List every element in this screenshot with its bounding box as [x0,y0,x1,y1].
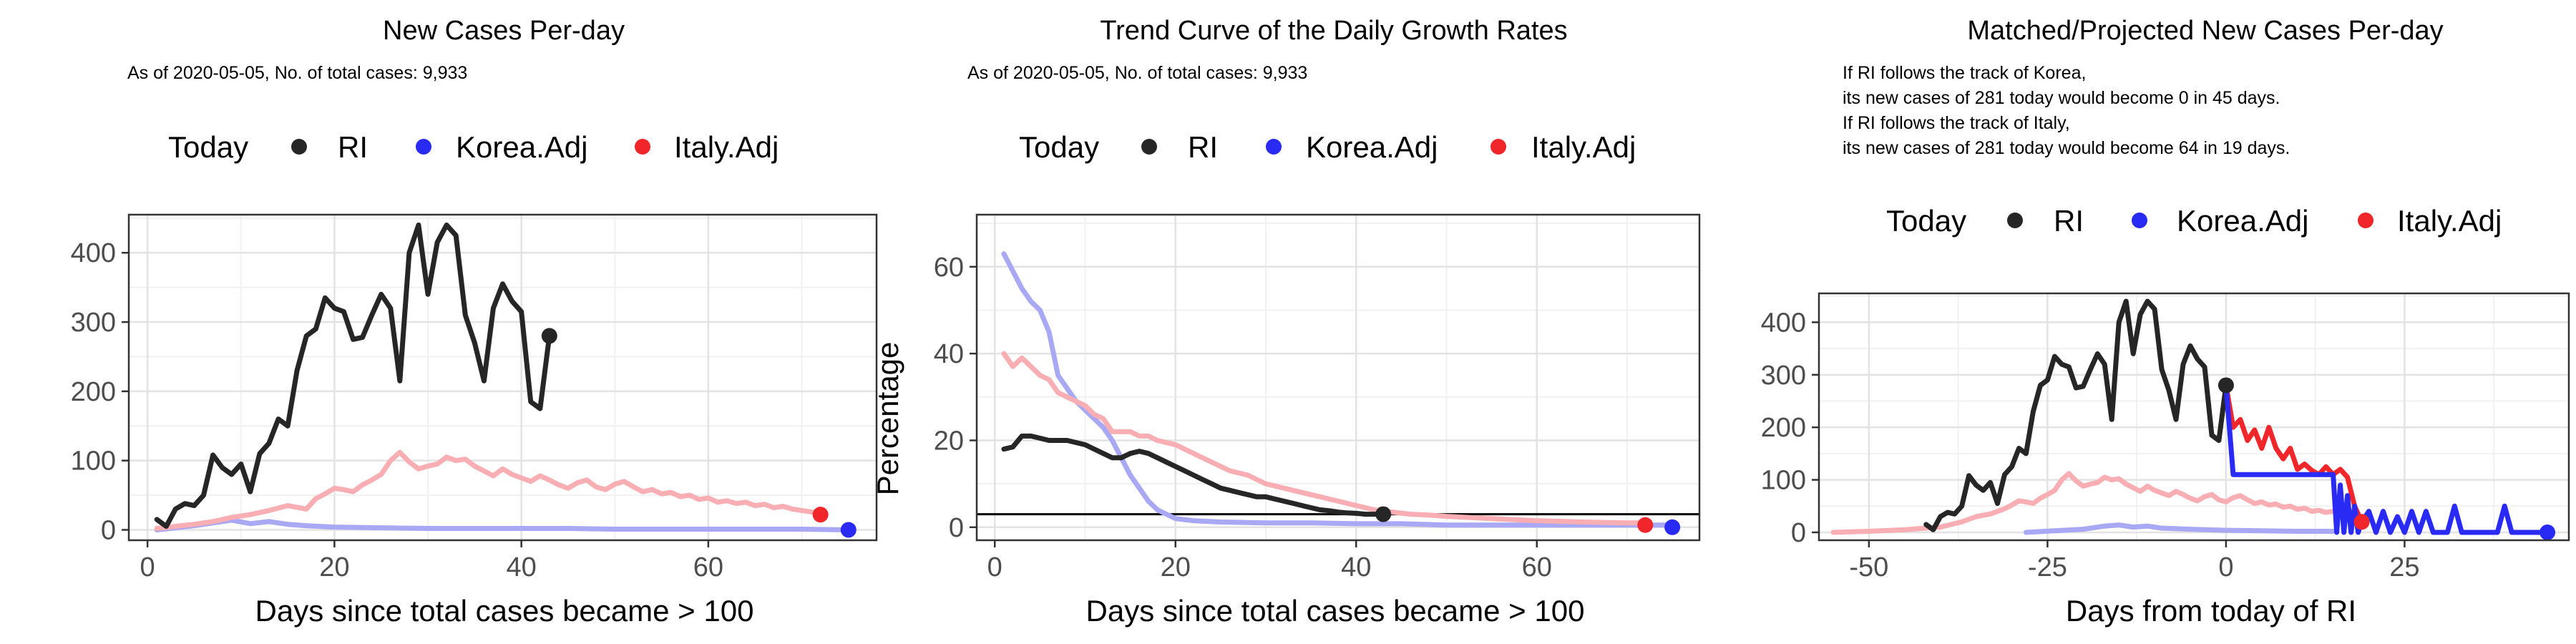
y-tick-label: 0 [949,513,964,543]
x-tick-label: -25 [2028,552,2067,582]
today-marker-korea [840,522,857,538]
series-line-korea-adj [1001,251,1675,528]
legend-label-ri: RI [2054,204,2084,238]
x-tick-label: 25 [2389,552,2419,582]
legend-label-korea: Korea.Adj [1306,130,1438,164]
legend-label-ri: RI [1188,130,1218,164]
panel-border [1818,292,2570,542]
chart-title: Matched/Projected New Cases Per-day [1967,16,2443,46]
chart-legend: Today RI Korea.Adj Italy.Adj [1019,130,1636,164]
legend-swatch-korea [2132,213,2147,228]
series-line-korea-adj-matched [2023,522,2336,535]
chart-title: New Cases Per-day [383,16,625,46]
series-line-korea-adj-projected [2223,383,2550,535]
legend-swatch-ri [2007,213,2023,228]
legend-label-italy: Italy.Adj [2397,204,2502,238]
chart-subtitle-line-1: As of 2020-05-05, No. of total cases: 9,… [967,63,1307,83]
y-tick-label: 300 [1761,361,1806,391]
x-tick-label: 0 [987,552,1002,582]
legend-swatch-ri [291,139,307,155]
legend-swatch-korea [416,139,431,155]
chart-subtitle-line-4: its new cases of 281 today would become … [1843,138,2290,158]
x-tick-label: 60 [693,552,723,582]
series-line-korea-adj [154,517,852,532]
legend-title: Today [168,130,248,164]
projected-cases-chart: Matched/Projected New Cases Per-day If R… [1761,16,2570,628]
series-line-italy-adj [1001,351,1648,526]
y-tick-label: 300 [71,308,116,338]
chart-subtitle-line-3: If RI follows the track of Italy, [1843,113,2070,133]
x-tick-label: 60 [1522,552,1552,582]
legend-title: Today [1019,130,1099,164]
series-layer [977,251,1699,528]
y-tick-label: 0 [1791,518,1806,548]
legend-swatch-ri [1141,139,1157,155]
y-tick-label: 200 [71,377,116,407]
chart-subtitle-line-1: If RI follows the track of Korea, [1843,63,2086,83]
series-line-ri [1923,298,2229,532]
legend-swatch-italy [1491,139,1506,155]
today-marker-korea [1664,519,1681,535]
new-cases-chart: New Cases Per-day As of 2020-05-05, No. … [71,16,878,628]
series-layer [1830,298,2550,535]
y-tick-label: 200 [1761,413,1806,443]
y-tick-label: 0 [101,515,116,545]
plot-area: -50 -25 0 25 0 100 200 300 400 [1761,293,2569,582]
y-tick-label: 60 [934,253,964,283]
y-tick-label: 100 [1761,466,1806,496]
legend-label-korea: Korea.Adj [456,130,587,164]
legend-swatch-italy [635,139,650,155]
x-tick-label: 40 [506,552,536,582]
series-line-italy-adj-matched [1830,471,2358,535]
today-marker-italy [812,507,829,523]
chart-subtitle-line-1: As of 2020-05-05, No. of total cases: 9,… [127,63,467,83]
today-marker-ri [1375,506,1392,522]
x-axis-label: Days since total cases became > 100 [1086,594,1585,628]
legend-label-italy: Italy.Adj [674,130,779,164]
x-tick-label: 0 [140,552,155,582]
y-tick-label: 400 [71,238,116,268]
series-line-ri [154,223,552,530]
today-marker-italy [1637,517,1654,533]
legend-label-korea: Korea.Adj [2177,204,2308,238]
x-tick-label: 20 [319,552,349,582]
legend-title: Today [1886,204,1966,238]
panel-border [975,213,1701,542]
legend-label-italy: Italy.Adj [1531,130,1636,164]
x-axis-label: Days from today of RI [2066,594,2356,628]
panel-border [127,213,878,542]
today-marker-ri [541,328,557,344]
series-line-ri [1001,433,1386,517]
today-marker-korea [2540,524,2556,540]
y-tick-label: 400 [1761,308,1806,338]
x-tick-label: 40 [1341,552,1371,582]
today-marker-ri [2218,377,2234,394]
legend-swatch-korea [1266,139,1282,155]
legend-label-ri: RI [338,130,368,164]
chart-legend: Today RI Korea.Adj Italy.Adj [168,130,779,164]
x-tick-label: -50 [1849,552,1888,582]
growth-rate-chart: Trend Curve of the Daily Growth Rates As… [871,16,1701,628]
y-axis-label: Percentage [871,342,904,496]
x-tick-label: 0 [2218,552,2233,582]
chart-subtitle-line-2: its new cases of 281 today would become … [1843,88,2280,108]
chart-title: Trend Curve of the Daily Growth Rates [1100,16,1567,46]
y-tick-label: 100 [71,447,116,477]
y-tick-label: 40 [934,339,964,369]
y-tick-label: 20 [934,426,964,456]
x-axis-label: Days since total cases became > 100 [255,594,754,628]
series-layer [154,223,852,532]
today-marker-italy [2353,514,2370,530]
x-tick-label: 20 [1161,552,1191,582]
legend-swatch-italy [2358,213,2373,228]
series-line-italy-adj [154,449,824,531]
series-line-italy-adj-projected [2223,383,2365,525]
chart-legend: Today RI Korea.Adj Italy.Adj [1886,204,2502,238]
plot-area: 0 20 40 60 0 20 40 60 [934,215,1699,582]
